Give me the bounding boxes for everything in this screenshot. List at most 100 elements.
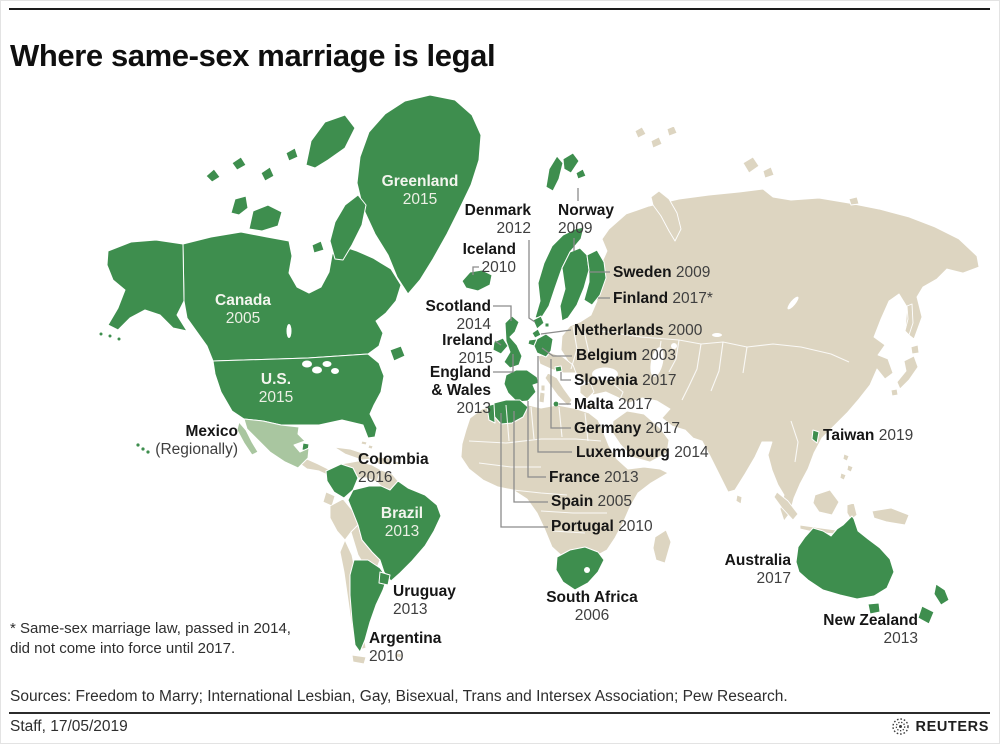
country-year: 2015 [402, 191, 438, 208]
country-label: Germany 2017 [574, 420, 680, 438]
country-label: Mexico (Regionally) [155, 423, 238, 459]
country-label: Canada 2005 [215, 292, 271, 328]
sources-line: Sources: Freedom to Marry; International… [10, 688, 788, 705]
credit-line: Staff, 17/05/2019 [10, 718, 128, 735]
country-label: Malta 2017 [574, 396, 652, 414]
country-name: Taiwan [823, 427, 875, 444]
country-name: Slovenia [574, 372, 638, 389]
country-label: Uruguay 2013 [393, 583, 456, 619]
country-name: Canada [215, 292, 271, 309]
country-name: Scotland [425, 298, 491, 315]
country-year: 2013 [604, 469, 639, 486]
continent-eurasia-beige [537, 125, 980, 539]
country-name: & Wales [431, 382, 491, 399]
country-label: Slovenia 2017 [574, 372, 677, 390]
country-year: 2016 [358, 469, 393, 486]
country-year: 2009 [558, 220, 593, 237]
country-year: 2010 [369, 648, 404, 665]
country-year: 2010 [481, 259, 516, 276]
country-name: Portugal [551, 518, 614, 535]
footnote-line-2: did not come into force until 2017. [10, 640, 236, 657]
country-label: Finland 2017* [613, 290, 713, 308]
country-name: U.S. [260, 371, 292, 388]
country-year: 2003 [641, 347, 676, 364]
country-label: France 2013 [549, 469, 639, 487]
country-year: 2000 [667, 322, 703, 339]
country-name: Malta [574, 396, 614, 413]
reuters-brand: REUTERS [891, 717, 990, 736]
country-label: Ireland 2015 [442, 332, 493, 368]
country-name: Brazil [380, 505, 424, 522]
footnote-line-1: * Same-sex marriage law, passed in 2014, [10, 620, 291, 637]
country-name: France [549, 469, 600, 486]
malta-dot [553, 401, 559, 407]
country-name: Australia [724, 552, 791, 569]
country-name: Mexico [185, 423, 238, 440]
country-name: Germany [574, 420, 642, 437]
country-year: 2017* [672, 290, 713, 307]
country-name: Norway [558, 202, 614, 219]
country-year: 2017 [756, 570, 791, 587]
country-name: Ireland [442, 332, 493, 349]
footer-rule [9, 712, 990, 714]
country-label: Sweden 2009 [613, 264, 710, 282]
country-year: 2015 [258, 389, 294, 406]
country-year: 2013 [883, 630, 918, 647]
country-year: 2017 [642, 372, 677, 389]
country-label: Spain 2005 [551, 493, 632, 511]
country-label: Portugal 2010 [551, 518, 653, 536]
country-year: 2013 [456, 400, 491, 417]
seas-and-lakes [286, 296, 799, 573]
country-name: Greenland [381, 173, 459, 190]
country-borders [468, 325, 850, 534]
country-year: 2015 [458, 350, 493, 367]
country-name: Luxembourg [576, 444, 670, 461]
country-label: Belgium 2003 [576, 347, 676, 365]
page-title: Where same-sex marriage is legal [10, 37, 496, 73]
country-year: 2017 [645, 420, 680, 437]
country-label: Scotland 2014 [426, 298, 491, 334]
country-year: 2009 [675, 264, 711, 281]
label-leader-lines [472, 188, 610, 528]
country-label: Denmark 2012 [465, 202, 531, 238]
country-name: Sweden [613, 264, 672, 281]
country-label: Colombia 2016 [358, 451, 429, 487]
country-label: Netherlands 2000 [574, 322, 702, 340]
country-label: Argentina 2010 [369, 630, 441, 666]
country-year: 2012 [496, 220, 531, 237]
country-name: Belgium [576, 347, 638, 364]
top-rule [9, 8, 990, 10]
country-name: Uruguay [393, 583, 456, 600]
country-name: Spain [551, 493, 594, 510]
country-label: Iceland 2010 [463, 241, 516, 277]
country-name: England [429, 364, 491, 381]
country-year: 2017 [617, 396, 653, 413]
country-year: 2019 [878, 427, 914, 444]
country-name: Netherlands [574, 322, 664, 339]
country-label: Brazil 2013 [381, 505, 423, 541]
country-name: Iceland [462, 241, 516, 258]
country-year: (Regionally) [155, 441, 238, 458]
country-label: Luxembourg 2014 [576, 444, 709, 462]
country-label: Greenland 2015 [382, 173, 459, 209]
country-year: 2014 [674, 444, 709, 461]
reuters-wordmark: REUTERS [915, 718, 989, 735]
country-label: Norway 2009 [558, 202, 614, 238]
country-year: 2014 [456, 316, 491, 333]
country-name: New Zealand [823, 612, 918, 629]
country-label: Taiwan 2019 [823, 427, 913, 445]
country-name: Colombia [358, 451, 429, 468]
footnote: * Same-sex marriage law, passed in 2014,… [10, 619, 291, 659]
country-label: England & Wales 2013 [430, 364, 491, 418]
country-name: South Africa [546, 589, 638, 606]
country-name: Denmark [464, 202, 531, 219]
country-label: Australia 2017 [725, 552, 791, 588]
country-year: 2010 [618, 518, 653, 535]
country-name: Finland [613, 290, 669, 307]
country-year: 2013 [384, 523, 420, 540]
country-year: 2013 [393, 601, 428, 618]
country-name: Argentina [369, 630, 442, 647]
country-label: South Africa 2006 [546, 589, 638, 625]
